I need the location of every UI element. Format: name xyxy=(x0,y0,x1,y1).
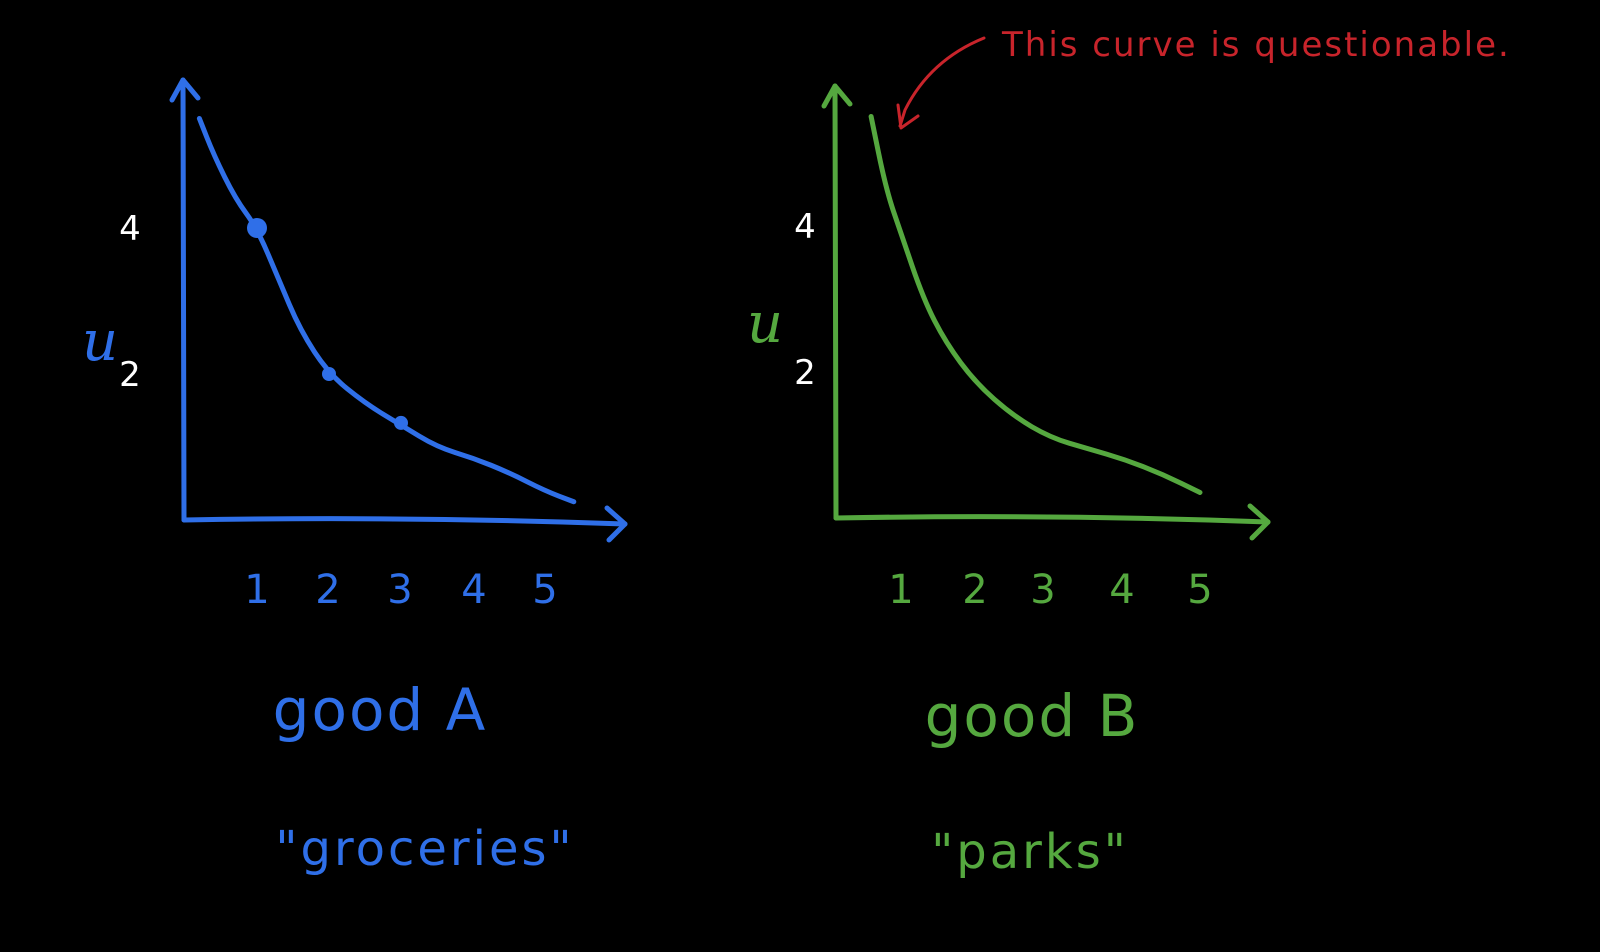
chart-title: good A xyxy=(273,676,488,744)
chart-subtitle: "groceries" xyxy=(275,821,574,877)
x-tick-label: 1 xyxy=(244,567,269,613)
utility-curve xyxy=(868,114,1203,495)
x-tick-label: 4 xyxy=(461,567,486,613)
x-tick-label: 2 xyxy=(315,567,340,613)
y-axis-label: u xyxy=(82,309,118,374)
y-axis-line xyxy=(832,83,839,521)
y-axis-label: u xyxy=(747,291,783,356)
y-axis-arrowhead xyxy=(169,77,201,103)
curve-point xyxy=(247,218,267,238)
x-tick-label: 3 xyxy=(1030,567,1055,613)
curve-point xyxy=(394,415,408,430)
x-axis-arrowhead xyxy=(604,505,628,543)
x-tick-label: 5 xyxy=(1187,567,1212,613)
annotation-arrowhead xyxy=(896,103,920,130)
annotation-arrow xyxy=(898,36,986,128)
x-tick-label: 1 xyxy=(888,567,913,613)
annotation-text: This curve is questionable. xyxy=(1001,25,1511,65)
x-tick-label: 3 xyxy=(387,567,412,613)
y-tick-label: 4 xyxy=(119,209,141,249)
curve-point xyxy=(322,367,336,381)
chart-title: good B xyxy=(925,682,1140,750)
y-tick-label: 2 xyxy=(794,353,816,393)
x-axis-line xyxy=(181,516,628,527)
chart-subtitle: "parks" xyxy=(931,824,1129,880)
x-axis-arrowhead xyxy=(1247,503,1271,541)
y-tick-label: 4 xyxy=(794,207,816,247)
y-axis-arrowhead xyxy=(821,83,853,109)
y-axis-line xyxy=(180,77,187,523)
x-tick-label: 2 xyxy=(962,567,987,613)
x-axis-line xyxy=(833,514,1271,525)
y-tick-label: 2 xyxy=(119,355,141,395)
x-tick-label: 5 xyxy=(532,567,557,613)
annotation: This curve is questionable. xyxy=(896,25,1511,130)
x-tick-label: 4 xyxy=(1109,567,1134,613)
